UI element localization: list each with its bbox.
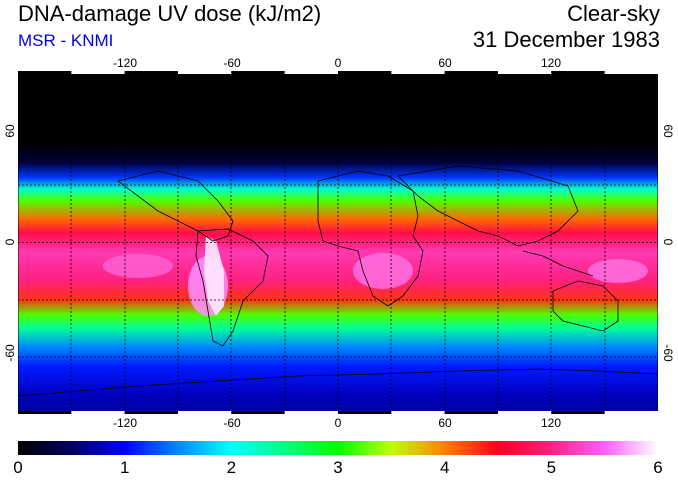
- lat-tick-right: 60: [661, 124, 675, 138]
- lat-tick-right: -60: [661, 344, 675, 362]
- colorbar-label: 6: [653, 458, 663, 477]
- lon-tick-top: 120: [540, 56, 562, 70]
- lon-tick-bottom: 120: [540, 416, 562, 430]
- lon-tick-bottom: -120: [112, 416, 138, 430]
- frame-segment-bottom: [124, 411, 178, 414]
- lon-tick-bottom: 0: [334, 416, 342, 430]
- andes-white-streak: [204, 236, 224, 316]
- colorbar-label: 5: [546, 458, 557, 477]
- colorbar-label: 1: [119, 458, 130, 477]
- frame-segment-bottom: [284, 411, 338, 414]
- frame-segment-top: [444, 71, 498, 74]
- colorbar-label: 2: [226, 458, 237, 477]
- lon-tick-top: 0: [334, 56, 342, 70]
- colorbar-gradient: [18, 441, 658, 455]
- coastline-asia: [397, 165, 579, 247]
- lat-tick-left: 60: [3, 124, 17, 138]
- frame-segment-bottom: [71, 411, 125, 414]
- lon-tick-bottom: 60: [438, 416, 452, 430]
- coastline-south-america: [195, 228, 269, 347]
- colorbar-label: 0: [13, 458, 23, 477]
- map-title: DNA-damage UV dose (kJ/m2): [18, 1, 322, 26]
- frame-segment-top: [71, 71, 125, 74]
- frame-segment-top: [391, 71, 445, 74]
- frame-segment-bottom: [231, 411, 285, 414]
- frame-segment-bottom: [18, 411, 72, 414]
- lon-tick-top: 60: [438, 56, 452, 70]
- frame-segment-top: [498, 71, 552, 74]
- frame-segment-bottom: [338, 411, 392, 414]
- colorbar-label: 3: [333, 458, 343, 477]
- sky-condition-label: Clear-sky: [567, 1, 660, 26]
- coastline-indonesia: [522, 250, 594, 277]
- coastline-europe-africa: [317, 170, 424, 307]
- map-frame: [18, 71, 658, 414]
- uv-dose-map: [18, 71, 658, 414]
- coastline-australia: [552, 280, 619, 332]
- lon-tick-top: -60: [223, 56, 241, 70]
- frame-segment-bottom: [178, 411, 232, 414]
- frame-segment-bottom: [391, 411, 445, 414]
- lon-tick-top: -120: [112, 56, 138, 70]
- lon-tick-bottom: -60: [223, 416, 241, 430]
- frame-segment-top: [338, 71, 392, 74]
- source-label: MSR - KNMI: [18, 31, 114, 50]
- date-label: 31 December 1983: [472, 27, 660, 52]
- frame-segment-bottom: [551, 411, 605, 414]
- colorbar-label: 4: [439, 458, 450, 477]
- lat-tick-left: 0: [3, 238, 17, 246]
- frame-segment-bottom: [444, 411, 498, 414]
- frame-segment-bottom: [498, 411, 552, 414]
- frame-segment-top: [18, 71, 72, 74]
- graticule: [18, 71, 658, 414]
- frame-segment-top: [231, 71, 285, 74]
- lat-tick-right: 0: [661, 238, 675, 246]
- coastlines: [18, 165, 658, 397]
- coastline-north-america: [117, 170, 234, 242]
- frame-segment-top: [284, 71, 338, 74]
- frame-segment-top: [551, 71, 605, 74]
- frame-segment-top: [604, 71, 658, 74]
- colorbar: [18, 441, 658, 455]
- lat-tick-left: -60: [3, 344, 17, 362]
- frame-segment-top: [124, 71, 178, 74]
- frame-segment-top: [178, 71, 232, 74]
- frame-segment-bottom: [604, 411, 658, 414]
